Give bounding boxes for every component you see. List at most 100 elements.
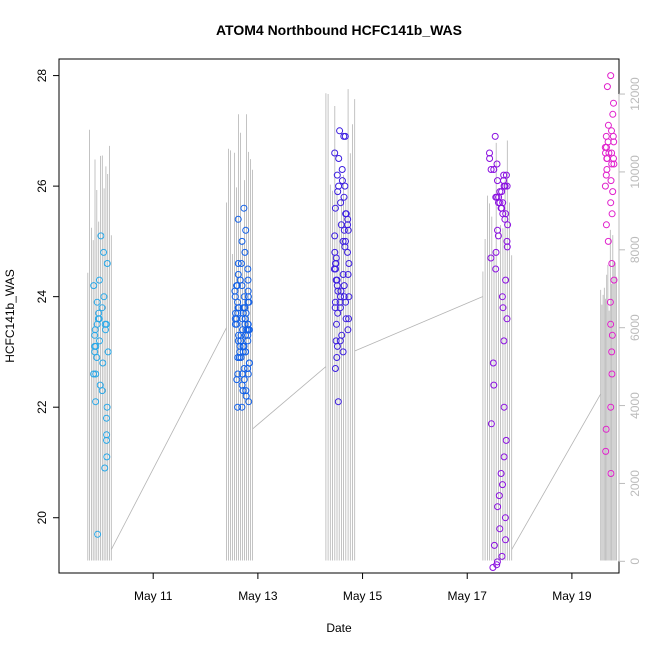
data-point-flight-3 bbox=[333, 171, 341, 179]
x-axis-label: Date bbox=[326, 621, 352, 635]
y2-tick-label: 8000 bbox=[628, 236, 642, 263]
y-tick-label: 22 bbox=[35, 400, 49, 414]
data-point-flight-4 bbox=[492, 265, 500, 273]
data-point-flight-2 bbox=[239, 348, 247, 356]
data-point-flight-5 bbox=[607, 72, 615, 80]
data-point-flight-5 bbox=[610, 160, 618, 168]
data-point-flight-3 bbox=[336, 127, 344, 135]
data-point-flight-4 bbox=[501, 514, 509, 522]
data-point-flight-3 bbox=[336, 304, 344, 312]
data-point-flight-1 bbox=[94, 530, 102, 538]
data-point-flight-5 bbox=[604, 237, 612, 245]
data-point-flight-4 bbox=[487, 420, 495, 428]
data-point-flight-3 bbox=[340, 226, 348, 234]
data-point-flight-1 bbox=[101, 464, 109, 472]
data-point-flight-5 bbox=[610, 138, 618, 146]
data-point-flight-2 bbox=[233, 376, 241, 384]
data-point-flight-2 bbox=[239, 387, 247, 395]
altitude-transit-line bbox=[511, 393, 602, 550]
data-point-flight-1 bbox=[92, 398, 100, 406]
axes: 20 22 24 26 28 May 11 May 13 May 15 May 17 May 19… bbox=[35, 69, 642, 603]
y2-tick-label: 0 bbox=[628, 558, 642, 565]
x-tick-label: May 19 bbox=[552, 589, 592, 603]
data-point-flight-3 bbox=[336, 337, 344, 345]
data-point-flight-4 bbox=[503, 315, 511, 323]
data-point-flight-4 bbox=[487, 254, 495, 262]
data-point-flight-2 bbox=[245, 398, 253, 406]
data-point-flight-2 bbox=[241, 304, 249, 312]
data-point-flight-2 bbox=[234, 260, 242, 267]
data-point-flight-2 bbox=[241, 248, 249, 256]
data-point-flight-1 bbox=[97, 232, 105, 240]
data-point-flight-3 bbox=[340, 132, 348, 140]
data-point-flight-3 bbox=[338, 166, 346, 173]
data-point-flight-1 bbox=[93, 320, 101, 328]
data-point-flight-3 bbox=[331, 204, 339, 212]
data-point-flight-1 bbox=[103, 414, 110, 422]
chart-title: ATOM4 Northbound HCFC141b_WAS bbox=[216, 22, 462, 38]
data-point-flight-4 bbox=[492, 248, 500, 256]
data-point-flight-5 bbox=[607, 177, 615, 185]
data-point-flight-1 bbox=[90, 282, 98, 290]
data-point-flight-3 bbox=[333, 354, 341, 361]
data-point-flight-4 bbox=[494, 226, 501, 234]
data-point-flight-3 bbox=[345, 293, 353, 301]
data-point-flight-3 bbox=[334, 287, 342, 295]
data-point-flight-4 bbox=[490, 381, 498, 389]
data-point-flight-4 bbox=[502, 276, 510, 284]
data-point-flight-5 bbox=[607, 199, 615, 207]
data-point-flight-4 bbox=[500, 337, 508, 345]
altitude-trace bbox=[87, 89, 617, 561]
x-tick-label: May 11 bbox=[134, 589, 173, 603]
data-point-flight-3 bbox=[331, 232, 339, 240]
data-point-flight-1 bbox=[104, 348, 112, 356]
data-point-flight-5 bbox=[604, 121, 612, 129]
data-point-flight-1 bbox=[96, 337, 103, 345]
data-point-flight-3 bbox=[333, 342, 341, 350]
data-point-flight-2 bbox=[239, 326, 246, 334]
data-point-flight-3 bbox=[344, 226, 352, 234]
data-point-flight-4 bbox=[503, 243, 511, 251]
y2-tick-label: 2000 bbox=[628, 470, 642, 497]
data-point-flight-5 bbox=[601, 182, 609, 190]
data-point-flight-5 bbox=[603, 83, 611, 91]
data-point-flight-5 bbox=[603, 166, 611, 173]
data-point-flight-3 bbox=[339, 271, 347, 278]
data-point-flight-4 bbox=[490, 166, 498, 173]
data-point-flight-1 bbox=[102, 326, 109, 334]
data-point-flight-5 bbox=[608, 127, 615, 135]
data-point-flight-4 bbox=[502, 536, 509, 544]
data-point-flight-1 bbox=[91, 342, 99, 350]
y-axis-label: HCFC141b_WAS bbox=[3, 269, 17, 363]
data-point-flight-1 bbox=[90, 370, 98, 378]
data-point-flight-4 bbox=[493, 160, 501, 168]
data-point-flight-4 bbox=[500, 182, 508, 190]
y-tick-label: 24 bbox=[35, 290, 49, 304]
data-point-flight-2 bbox=[234, 403, 242, 411]
data-point-flight-3 bbox=[337, 199, 345, 207]
data-point-flight-4 bbox=[487, 166, 495, 173]
data-point-flight-4 bbox=[499, 481, 506, 489]
data-point-flight-2 bbox=[235, 354, 243, 361]
data-point-flight-1 bbox=[103, 436, 110, 444]
data-point-flight-3 bbox=[342, 315, 350, 323]
data-point-flight-4 bbox=[496, 525, 504, 533]
data-point-flight-5 bbox=[609, 188, 617, 196]
data-point-flight-4 bbox=[501, 215, 509, 223]
data-point-flight-2 bbox=[244, 337, 252, 345]
data-point-flight-5 bbox=[608, 348, 616, 356]
data-point-flight-3 bbox=[341, 243, 349, 251]
y-tick-label: 20 bbox=[35, 511, 49, 525]
data-point-flight-4 bbox=[494, 503, 502, 511]
altitude-transit-line bbox=[110, 327, 227, 550]
data-point-flight-4 bbox=[499, 304, 507, 312]
data-point-flight-3 bbox=[344, 326, 352, 334]
data-point-flight-5 bbox=[602, 425, 610, 433]
data-point-flight-5 bbox=[610, 99, 617, 107]
data-point-flight-1 bbox=[92, 370, 100, 378]
data-point-flight-5 bbox=[607, 470, 615, 477]
data-point-flight-3 bbox=[331, 298, 339, 306]
data-point-flight-3 bbox=[335, 182, 343, 190]
data-point-flight-5 bbox=[603, 155, 611, 162]
